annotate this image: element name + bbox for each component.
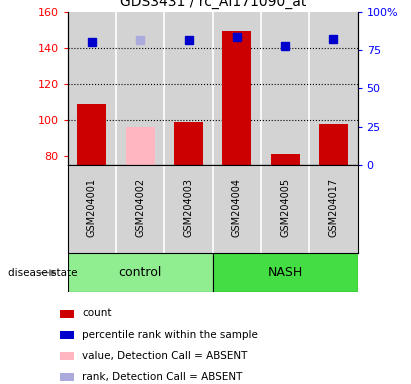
Bar (174, 122, 203, 165)
Text: GSM204017: GSM204017 (328, 178, 338, 237)
Text: percentile rank within the sample: percentile rank within the sample (82, 329, 258, 339)
Text: NASH: NASH (268, 266, 303, 279)
Bar (126, 127, 155, 165)
Bar (319, 124, 348, 165)
Text: value, Detection Call = ABSENT: value, Detection Call = ABSENT (82, 351, 248, 361)
Title: GDS3431 / rc_AI171090_at: GDS3431 / rc_AI171090_at (120, 0, 306, 9)
Text: control: control (118, 266, 162, 279)
Text: GSM204005: GSM204005 (280, 178, 290, 237)
Bar (213, 253, 358, 292)
Bar (222, 31, 252, 165)
Bar (77, 104, 106, 165)
Text: GSM204003: GSM204003 (184, 178, 194, 237)
Text: rank, Detection Call = ABSENT: rank, Detection Call = ABSENT (82, 372, 242, 382)
Bar (68, 253, 213, 292)
Bar (60, 373, 74, 381)
Text: GSM204001: GSM204001 (87, 178, 97, 237)
Bar (60, 353, 74, 360)
Text: count: count (82, 308, 112, 318)
Text: GSM204004: GSM204004 (232, 178, 242, 237)
Bar (60, 331, 74, 339)
Bar (271, 154, 300, 165)
Text: disease state: disease state (8, 268, 78, 278)
Text: GSM204002: GSM204002 (135, 178, 145, 237)
Bar (60, 310, 74, 318)
